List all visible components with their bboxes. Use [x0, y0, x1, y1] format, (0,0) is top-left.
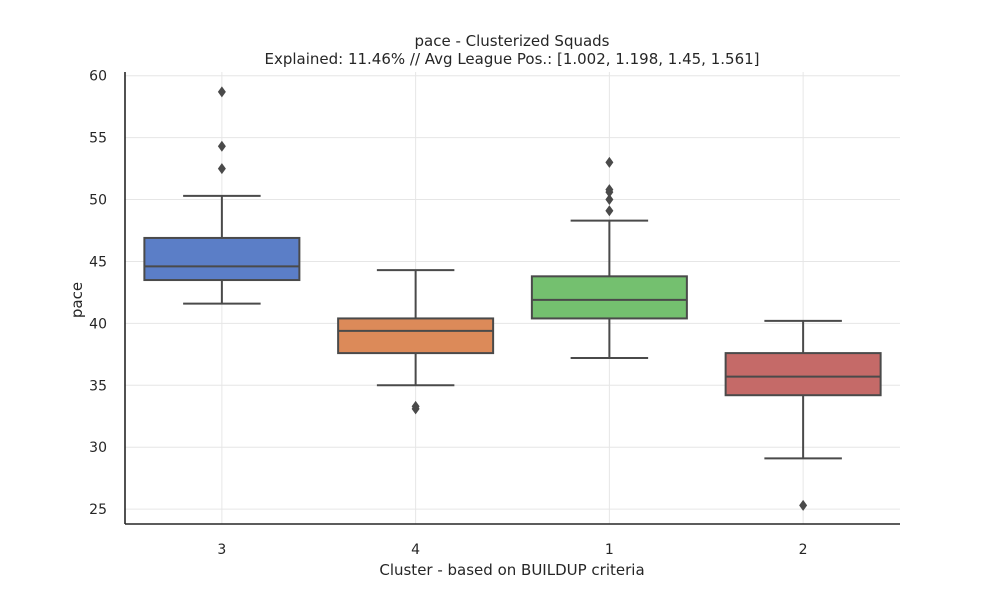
box-group-cluster-3	[143, 86, 301, 305]
box-group-cluster-4	[337, 269, 495, 415]
chart-title: pace - Clusterized Squads	[414, 32, 609, 50]
tick-layer: 25 30 35 40 45 50 55 60 3 4 1 2	[89, 69, 807, 558]
iqr-box	[143, 236, 301, 282]
outlier-point	[217, 140, 226, 152]
box-layer	[143, 86, 882, 511]
outlier-point	[605, 184, 614, 196]
outlier-point	[605, 156, 614, 168]
outlier-point	[411, 400, 420, 412]
x-tick-label: 4	[411, 542, 420, 558]
y-tick-label: 45	[89, 254, 107, 270]
outlier-point	[217, 86, 226, 98]
y-tick-label: 35	[89, 378, 107, 394]
y-tick-label: 60	[89, 69, 107, 85]
y-tick-label: 40	[89, 316, 107, 332]
x-tick-label: 3	[217, 542, 226, 558]
x-tick-label: 2	[799, 542, 808, 558]
box-group-cluster-1	[530, 156, 688, 360]
x-axis-label: Cluster - based on BUILDUP criteria	[379, 561, 644, 579]
y-tick-label: 25	[89, 502, 107, 518]
y-tick-label: 50	[89, 193, 107, 209]
box-group-cluster-2	[724, 319, 882, 511]
iqr-box	[724, 352, 882, 397]
iqr-box	[530, 275, 688, 320]
y-tick-label: 30	[89, 440, 107, 456]
y-axis-label: pace	[68, 282, 86, 318]
grid-layer	[125, 72, 900, 524]
outlier-point	[217, 163, 226, 175]
iqr-box	[337, 317, 495, 355]
y-tick-label: 55	[89, 131, 107, 147]
x-tick-label: 1	[605, 542, 614, 558]
outlier-point	[605, 205, 614, 217]
chart-subtitle: Explained: 11.46% // Avg League Pos.: [1…	[264, 50, 759, 68]
outlier-point	[605, 194, 614, 206]
outlier-point	[799, 499, 808, 511]
